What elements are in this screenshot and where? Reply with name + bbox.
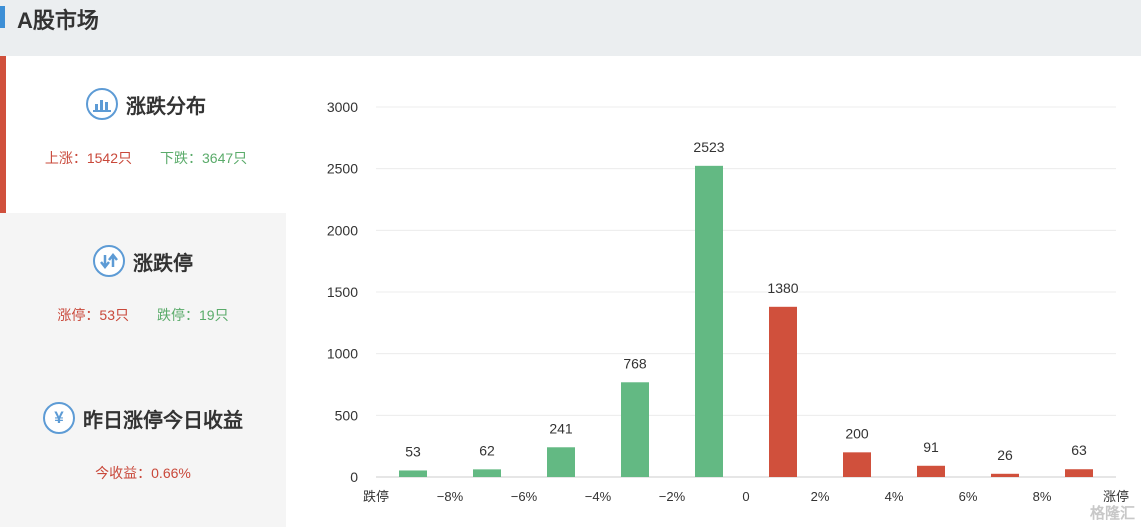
data-label: 200 bbox=[845, 425, 869, 441]
data-label: 2523 bbox=[693, 139, 724, 155]
header-accent bbox=[0, 6, 5, 28]
card-limit[interactable]: 涨跌停 涨停：53只 跌停：19只 bbox=[0, 213, 286, 370]
bar bbox=[991, 473, 1019, 477]
x-tick-label: −8% bbox=[437, 489, 464, 504]
card-yield-stats: 今收益：0.66% bbox=[0, 463, 286, 483]
bar bbox=[1065, 469, 1093, 477]
data-label: 91 bbox=[923, 439, 939, 455]
data-label: 768 bbox=[623, 355, 647, 371]
data-label: 26 bbox=[997, 447, 1013, 463]
card-distribution-stats: 上涨：1542只 下跌：3647只 bbox=[6, 148, 286, 168]
x-tick-label: 跌停 bbox=[363, 489, 389, 504]
yield-value: 今收益：0.66% bbox=[95, 465, 191, 481]
y-tick-label: 0 bbox=[350, 469, 358, 485]
card-yield[interactable]: ¥ 昨日涨停今日收益 今收益：0.66% bbox=[0, 370, 286, 527]
x-tick-label: 8% bbox=[1033, 489, 1052, 504]
x-tick-label: 4% bbox=[885, 489, 904, 504]
watermark: 格隆汇 bbox=[1089, 505, 1135, 522]
data-label: 62 bbox=[479, 442, 495, 458]
page-title: A股市场 bbox=[17, 8, 99, 33]
data-label: 53 bbox=[405, 443, 421, 459]
bar bbox=[843, 452, 871, 477]
card-limit-stats: 涨停：53只 跌停：19只 bbox=[0, 305, 286, 325]
card-distribution[interactable]: 涨跌分布 上涨：1542只 下跌：3647只 bbox=[0, 56, 286, 213]
yen-glyph: ¥ bbox=[54, 408, 64, 427]
y-tick-label: 2000 bbox=[327, 222, 358, 238]
bar bbox=[769, 306, 797, 477]
card-limit-title: 涨跌停 bbox=[133, 252, 193, 275]
x-tick-label: −6% bbox=[511, 489, 538, 504]
x-tick-label: 涨停 bbox=[1103, 489, 1129, 504]
y-tick-label: 2500 bbox=[327, 161, 358, 177]
up-count: 上涨：1542只 bbox=[44, 150, 132, 166]
data-label: 241 bbox=[549, 420, 573, 436]
down-count: 下跌：3647只 bbox=[160, 150, 248, 166]
bar bbox=[917, 465, 945, 477]
data-label: 63 bbox=[1071, 442, 1087, 458]
card-distribution-title: 涨跌分布 bbox=[126, 95, 206, 118]
y-tick-label: 1000 bbox=[327, 346, 358, 362]
card-yield-title: 昨日涨停今日收益 bbox=[83, 409, 243, 432]
x-tick-label: 2% bbox=[811, 489, 830, 504]
bar-chart-icon bbox=[86, 88, 118, 120]
card-distribution-head: 涨跌分布 bbox=[6, 88, 286, 120]
x-tick-label: −4% bbox=[585, 489, 612, 504]
y-tick-label: 500 bbox=[335, 407, 359, 423]
x-tick-label: −2% bbox=[659, 489, 686, 504]
x-tick-label: 6% bbox=[959, 489, 978, 504]
bar bbox=[547, 447, 575, 477]
limit-down-count: 跌停：19只 bbox=[157, 307, 229, 323]
bar bbox=[473, 469, 501, 477]
yen-icon: ¥ bbox=[43, 402, 75, 434]
up-down-arrows-icon bbox=[93, 245, 125, 277]
card-limit-head: 涨跌停 bbox=[0, 245, 286, 277]
sidebar: 涨跌分布 上涨：1542只 下跌：3647只 涨跌停 涨停：53只 跌停：19只… bbox=[0, 56, 286, 527]
header-bar: A股市场 bbox=[0, 0, 1141, 56]
x-tick-label: 0 bbox=[742, 489, 749, 504]
chart-svg: 0 500 1000 1500 2000 2500 3000 跌停 −8% −6% −4% −2% 0 2… bbox=[327, 99, 1129, 504]
bar bbox=[621, 382, 649, 477]
data-label: 1380 bbox=[767, 280, 798, 296]
bar bbox=[695, 165, 723, 477]
y-tick-label: 3000 bbox=[327, 99, 358, 115]
y-tick-label: 1500 bbox=[327, 284, 358, 300]
card-yield-head: ¥ 昨日涨停今日收益 bbox=[0, 402, 286, 434]
distribution-chart: 0 500 1000 1500 2000 2500 3000 跌停 −8% −6% −4% −2% 0 2… bbox=[286, 56, 1141, 527]
bar bbox=[399, 470, 427, 477]
limit-up-count: 涨停：53只 bbox=[57, 307, 129, 323]
